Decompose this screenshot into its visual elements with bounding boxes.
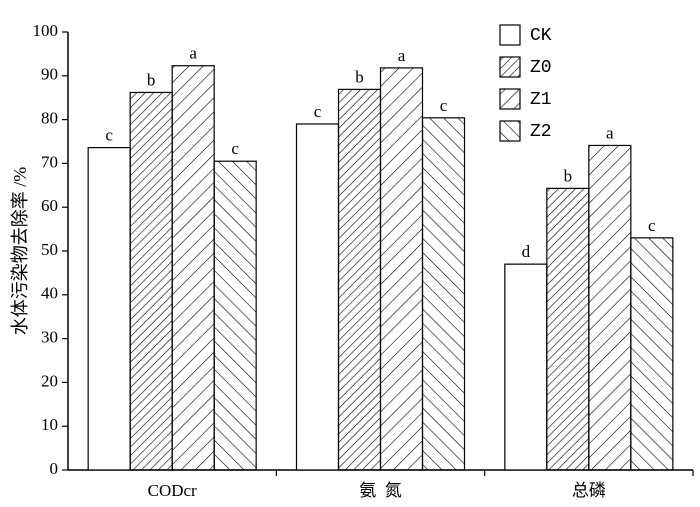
significance-letter: c: [105, 126, 113, 145]
significance-letter: b: [564, 166, 573, 185]
bar: [337, 88, 382, 471]
legend-swatch: [499, 120, 521, 142]
significance-letter: b: [147, 70, 156, 89]
bar: [87, 147, 131, 471]
y-tick-label: 20: [41, 371, 58, 390]
bar: [504, 263, 548, 471]
y-tick-label: 100: [33, 21, 59, 40]
x-tick-label: 氨 氮: [359, 481, 402, 500]
significance-letter: c: [231, 139, 239, 158]
significance-letter: c: [440, 96, 448, 115]
legend-label: Z1: [530, 90, 552, 110]
significance-letter: d: [522, 242, 531, 261]
legend-label: CK: [530, 26, 552, 46]
significance-letter: a: [189, 44, 197, 63]
bar: [129, 91, 173, 471]
legend-swatch: [499, 88, 521, 110]
y-axis-label: 水体污染物去除率 /%: [10, 167, 30, 336]
y-tick-label: 0: [50, 459, 59, 478]
bar: [213, 160, 257, 471]
y-tick-label: 40: [41, 284, 58, 303]
legend-label: Z0: [530, 58, 552, 78]
y-tick-label: 60: [41, 196, 58, 215]
significance-letter: c: [648, 216, 656, 235]
y-tick-label: 90: [41, 65, 58, 84]
significance-letter: c: [314, 102, 322, 121]
significance-letter: a: [606, 123, 614, 142]
significance-letter: a: [398, 46, 406, 65]
bar: [379, 67, 424, 471]
legend-label: Z2: [530, 122, 552, 142]
bar: [630, 237, 674, 471]
bar: [588, 144, 632, 471]
x-tick-label: CODcr: [148, 481, 197, 500]
significance-letter: b: [355, 67, 364, 86]
bar: [171, 65, 215, 471]
y-tick-label: 10: [41, 415, 58, 434]
y-tick-label: 30: [41, 328, 58, 347]
x-tick-label: 总磷: [572, 481, 606, 500]
bar: [546, 187, 590, 471]
y-tick-label: 80: [41, 109, 58, 128]
bar: [421, 117, 466, 471]
y-tick-label: 50: [41, 240, 58, 259]
legend-swatch: [499, 24, 521, 46]
bar: [295, 123, 340, 471]
legend-swatch: [499, 56, 521, 78]
y-tick-label: 70: [41, 152, 58, 171]
